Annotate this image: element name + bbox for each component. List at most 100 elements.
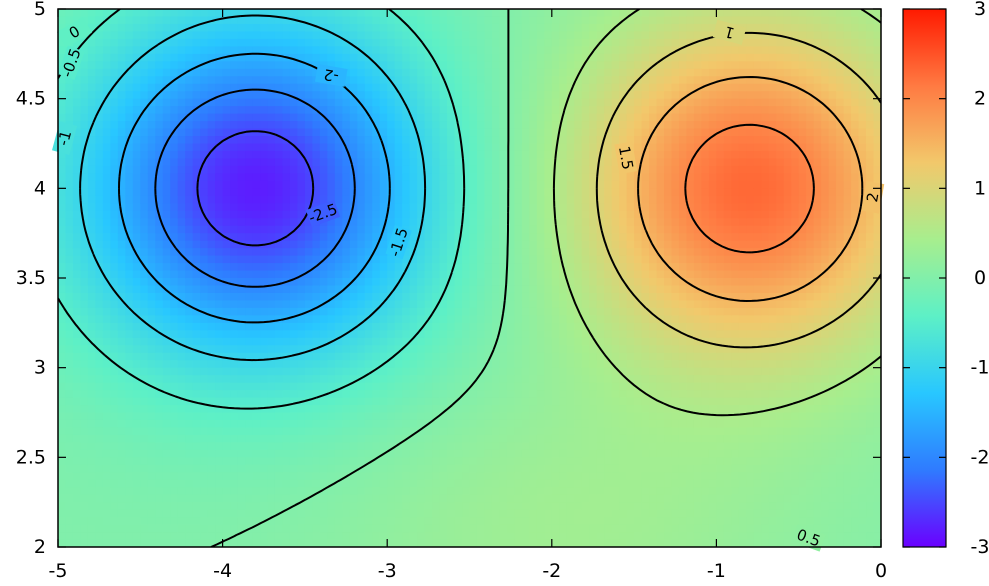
heat-cell bbox=[476, 263, 486, 272]
heat-cell bbox=[117, 352, 126, 361]
heat-cell bbox=[140, 91, 149, 100]
heat-cell bbox=[469, 382, 478, 391]
heat-cell bbox=[349, 128, 358, 137]
heat-cell bbox=[230, 203, 239, 212]
heat-cell bbox=[80, 532, 89, 541]
heat-cell bbox=[72, 225, 82, 234]
heat-cell bbox=[162, 23, 171, 33]
heat-cell bbox=[417, 278, 426, 287]
heat-cell bbox=[65, 494, 74, 503]
heat-cell bbox=[424, 240, 433, 249]
heat-cell bbox=[364, 315, 373, 324]
heat-cell bbox=[432, 300, 441, 309]
heat-cell bbox=[147, 9, 156, 18]
heat-cell bbox=[72, 248, 82, 257]
heat-cell bbox=[260, 442, 269, 451]
heat-cell bbox=[544, 270, 553, 279]
heat-cell bbox=[349, 449, 358, 458]
heat-cell bbox=[147, 248, 156, 257]
heat-cell bbox=[402, 300, 411, 309]
heat-cell bbox=[117, 345, 126, 354]
heat-cell bbox=[462, 38, 471, 47]
heat-cell bbox=[185, 457, 194, 466]
heat-cell bbox=[469, 38, 478, 47]
heat-cell bbox=[447, 532, 456, 541]
heat-cell bbox=[207, 479, 216, 488]
heat-cell bbox=[544, 412, 553, 421]
heat-cell bbox=[454, 427, 463, 436]
heat-cell bbox=[394, 532, 403, 541]
heat-cell bbox=[484, 449, 493, 458]
heat-cell bbox=[282, 165, 291, 174]
heat-cell bbox=[95, 330, 104, 339]
heat-cell bbox=[110, 345, 119, 354]
heat-cell bbox=[177, 136, 186, 145]
heat-cell bbox=[237, 524, 246, 533]
heat-cell bbox=[102, 405, 111, 414]
heat-cell bbox=[80, 419, 89, 429]
heat-cell bbox=[491, 390, 501, 399]
heat-cell bbox=[274, 390, 284, 399]
heat-cell bbox=[162, 9, 171, 18]
heat-cell bbox=[566, 210, 575, 219]
heat-cell bbox=[289, 53, 299, 62]
heat-cell bbox=[327, 464, 336, 473]
heat-cell bbox=[551, 233, 560, 242]
heat-cell bbox=[566, 188, 575, 197]
heat-cell bbox=[491, 509, 501, 518]
heat-cell bbox=[491, 61, 501, 70]
heat-cell bbox=[499, 113, 508, 122]
heat-cell bbox=[439, 457, 448, 466]
heat-cell bbox=[222, 464, 231, 473]
heat-cell bbox=[274, 472, 284, 481]
heat-cell bbox=[260, 248, 269, 257]
heat-cell bbox=[80, 263, 89, 272]
heat-cell bbox=[462, 31, 471, 40]
heat-cell bbox=[319, 472, 328, 481]
heat-cell bbox=[312, 382, 321, 391]
heat-cell bbox=[185, 83, 194, 92]
heat-cell bbox=[170, 315, 179, 324]
heat-cell bbox=[312, 434, 321, 443]
heat-cell bbox=[312, 83, 321, 92]
heat-cell bbox=[304, 375, 313, 384]
heat-cell bbox=[95, 233, 104, 242]
heat-cell bbox=[282, 98, 291, 107]
heat-cell bbox=[334, 233, 343, 242]
heat-cell bbox=[409, 390, 418, 399]
heat-cell bbox=[566, 300, 575, 309]
heat-cell bbox=[140, 307, 149, 316]
heat-cell bbox=[454, 76, 463, 85]
heat-cell bbox=[469, 195, 478, 204]
heat-cell bbox=[559, 91, 568, 100]
heat-cell bbox=[439, 68, 448, 77]
heat-cell bbox=[215, 106, 224, 115]
heat-cell bbox=[521, 517, 530, 526]
heat-cell bbox=[177, 203, 186, 212]
heat-cell bbox=[274, 180, 284, 189]
heat-cell bbox=[469, 375, 478, 384]
heat-cell bbox=[372, 307, 381, 316]
heat-cell bbox=[484, 487, 493, 496]
heat-cell bbox=[207, 233, 216, 242]
heat-cell bbox=[58, 38, 67, 47]
heat-cell bbox=[267, 233, 276, 242]
heat-cell bbox=[222, 487, 231, 496]
heat-cell bbox=[491, 31, 501, 40]
heat-cell bbox=[267, 218, 276, 227]
heat-cell bbox=[177, 218, 186, 227]
heat-cell bbox=[215, 397, 224, 406]
heat-cell bbox=[387, 292, 396, 302]
heat-cell bbox=[357, 83, 366, 92]
heat-cell bbox=[245, 128, 254, 137]
heat-cell bbox=[469, 449, 478, 458]
heat-cell bbox=[155, 83, 164, 92]
heat-cell bbox=[289, 106, 299, 115]
heat-cell bbox=[125, 121, 134, 130]
heat-cell bbox=[402, 412, 411, 421]
heat-cell bbox=[177, 307, 186, 316]
heat-cell bbox=[506, 307, 515, 316]
heat-cell bbox=[454, 225, 463, 234]
heat-cell bbox=[506, 225, 515, 234]
heat-cell bbox=[200, 539, 209, 547]
